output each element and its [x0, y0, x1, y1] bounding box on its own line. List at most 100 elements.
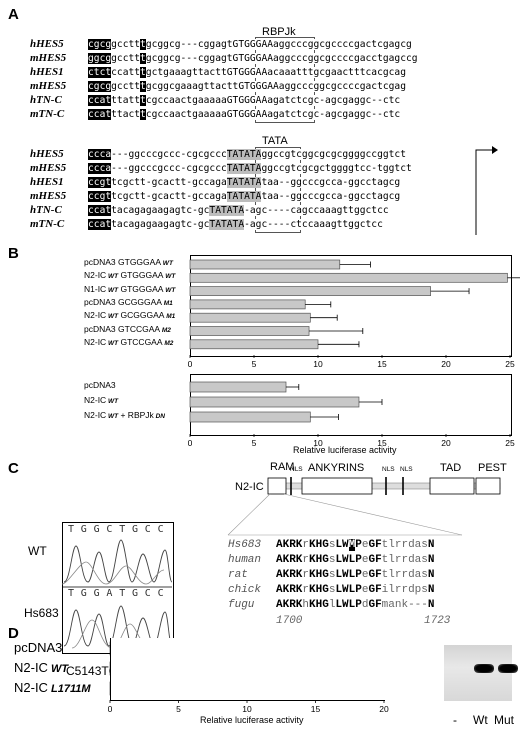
alignment-row: chick AKRKrKHGsLWLPeGFilrrdpsN [228, 584, 435, 596]
tick-label: 0 [108, 704, 113, 714]
chromatogram-base: T [68, 588, 75, 599]
chart-d-xlabel: Relative luciferase activity [200, 715, 304, 725]
sequence-row: cgcggcctttgcggcg---cggagtGTGGGAAaggcccgg… [88, 39, 412, 50]
nls-label-1: NLS [290, 466, 303, 473]
chromatogram-base: T [68, 524, 75, 535]
blot-lane-wt: Wt [473, 713, 488, 727]
chromatogram-base: C [157, 588, 164, 599]
panel-letter-d: D [8, 625, 19, 642]
chromatogram-base: G [93, 524, 100, 535]
chromatogram-traces [62, 539, 172, 649]
bar-label: N1-IC WT GTGGGAA WT [84, 283, 176, 294]
construct-label: N2-IC [235, 481, 264, 493]
mutation-highlight: M [348, 539, 356, 551]
rbpjk-box [255, 37, 315, 123]
tick-label: 10 [242, 704, 252, 714]
western-blot [444, 645, 512, 701]
wt-label: WT [28, 544, 47, 558]
domain-tad-label: TAD [440, 462, 462, 474]
species-label: hHES5 [30, 148, 64, 160]
tick-label: 20 [441, 438, 451, 448]
transcription-start-arrow [475, 146, 498, 235]
sequence-row: ccatttatttcgccaactgaaaaaGTGGGAAagatctcgc… [88, 95, 401, 106]
alignment-row: rat AKRKrKHGsLWLPeGFtlrrdasN [228, 569, 435, 581]
domain-ankyrins-label: ANKYRINS [308, 462, 365, 474]
species-label: hHES1 [30, 176, 64, 188]
alignment-row: human AKRKrKHGsLWLPeGFtlrrdasN [228, 554, 435, 566]
sequence-row: ctctccatttgctgaaagttacttGTGGGAAacaaatttg… [88, 67, 406, 78]
tick-label: 20 [441, 359, 451, 369]
tick-label: 25 [505, 438, 515, 448]
sequence-row: ccca---ggcccgccc-cgcgcccTATATAggccgtcgcg… [88, 163, 412, 174]
position-start: 1700 [276, 615, 303, 627]
blot-lane-mut: Mut [494, 713, 515, 727]
tick-label: 0 [188, 359, 193, 369]
tick-label: 15 [311, 704, 321, 714]
species-label: mHES5 [30, 190, 67, 202]
chart-b-xlabel: Relative luciferase activity [293, 445, 397, 455]
bar-label: pcDNA3 [14, 640, 63, 655]
bar-label: N2-IC WT + RBPJk DN [84, 410, 165, 420]
panel-letter-c: C [8, 460, 19, 477]
sequence-row: ccca---ggcccgccc-cgcgcccTATATAggccgtcggc… [88, 149, 406, 160]
species-label: hTN-C [30, 94, 62, 106]
species-label: mHES5 [30, 52, 67, 64]
chromatogram-base: C [106, 524, 113, 535]
chromatogram-base: C [144, 588, 151, 599]
bar-label: pcDNA3 GTCCGAA M2 [84, 323, 171, 334]
panel-letter-b: B [8, 245, 19, 262]
blot-band-wt [474, 664, 494, 673]
blot-lane-neg: - [453, 713, 457, 727]
mut-label: Hs683 [24, 606, 59, 620]
tata-box [255, 147, 301, 233]
chromatogram-base: T [119, 588, 126, 599]
bar-label: N2-IC WT GTCCGAA M2 [84, 336, 174, 347]
species-label: mTN-C [30, 108, 65, 120]
ram-domain [267, 477, 287, 495]
species-label: mHES5 [30, 162, 67, 174]
tick-label: 10 [313, 438, 323, 448]
species-label: hHES1 [30, 66, 64, 78]
bar-label: N2-IC WT GCGGGAA M1 [84, 310, 176, 321]
sequence-row: ccgttcgctt-gcactt-gccagaTATATAtaa--ggccc… [88, 177, 401, 188]
pest-domain [475, 477, 501, 495]
nls-label-2: NLS [382, 466, 395, 473]
tick-label: 10 [313, 359, 323, 369]
bar-label: N2-IC WT GTGGGAA WT [84, 270, 176, 281]
bar-label: pcDNA3 [84, 380, 116, 390]
chromatogram-base: G [93, 588, 100, 599]
chromatogram-base: G [132, 524, 139, 535]
tick-label: 15 [377, 359, 387, 369]
chart-d [110, 638, 385, 701]
chromatogram-base: G [132, 588, 139, 599]
panel-letter-a: A [8, 6, 19, 23]
sequence-row: ccatttacttcgccaactgaaaaaGTGGGAAagatctcgc… [88, 109, 401, 120]
tick-label: 0 [188, 438, 193, 448]
sequence-row: ccgttcgctt-gcactt-gccagaTATATAtaa--ggccc… [88, 191, 401, 202]
chromatogram-base: T [119, 524, 126, 535]
ankyrins-domain [301, 477, 373, 495]
bar-label: N2-IC WT [14, 660, 69, 675]
tata-motif-label: TATA [262, 135, 288, 147]
tick-label: 5 [252, 359, 257, 369]
nls-label-3: NLS [400, 466, 413, 473]
tick-label: 15 [377, 438, 387, 448]
domain-pest-label: PEST [478, 462, 507, 474]
species-label: hTN-C [30, 204, 62, 216]
species-label: mHES5 [30, 80, 67, 92]
sequence-row: cgcggcctttgcggcgaaagttacttGTGGGAAaggcccg… [88, 81, 406, 92]
sequence-row: ccattacagagaagagtc-gcTATATA-agc----ctcca… [88, 219, 383, 230]
alignment-row: fugu AKRKhKHGlLWLPdGFmank---N [228, 599, 435, 611]
tick-label: 5 [252, 438, 257, 448]
tick-label: 20 [379, 704, 389, 714]
bar-label: pcDNA3 GTGGGAA WT [84, 257, 173, 267]
tick-label: 5 [176, 704, 181, 714]
species-label: mTN-C [30, 218, 65, 230]
rbpjk-motif-label: RBPJk [262, 26, 296, 38]
chromatogram-base: C [157, 524, 164, 535]
domain-ram-label: RAM [270, 461, 295, 473]
chromatogram-base: G [80, 524, 87, 535]
tad-domain [429, 477, 475, 495]
species-label: hHES5 [30, 38, 64, 50]
